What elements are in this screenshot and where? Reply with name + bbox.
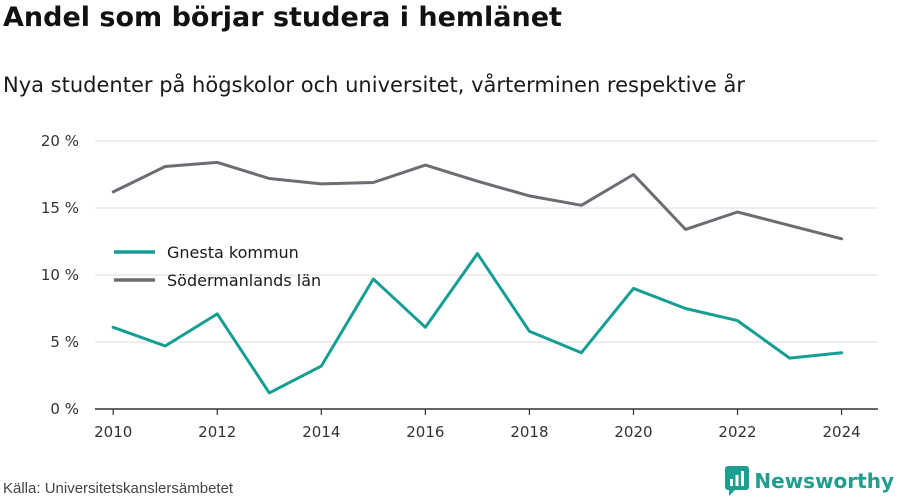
newsworthy-logo-icon bbox=[725, 466, 750, 496]
source-note: Källa: Universitetskanslersämbetet bbox=[3, 480, 234, 497]
x-tick-label: 2018 bbox=[510, 423, 548, 441]
y-tick-label: 15 % bbox=[41, 199, 79, 217]
x-axis: 2010 2012 2014 2016 2018 2020 2022 2024 bbox=[94, 408, 878, 441]
chart-subtitle: Nya studenter på högskolor och universit… bbox=[3, 73, 745, 97]
y-tick-label: 10 % bbox=[41, 266, 79, 284]
chart-title: Andel som börjar studera i hemlänet bbox=[3, 2, 562, 33]
gridlines bbox=[95, 140, 878, 343]
y-tick-label: 20 % bbox=[41, 132, 79, 150]
legend-label-1: Södermanlands län bbox=[167, 271, 321, 290]
y-tick-label: 0 % bbox=[50, 400, 79, 418]
x-tick-label: 2012 bbox=[198, 423, 236, 441]
series-line-1 bbox=[111, 160, 844, 241]
series-line-0 bbox=[111, 252, 844, 395]
legend: Gnesta kommun Södermanlands län bbox=[114, 243, 321, 290]
y-axis-labels: 0 % 5 % 10 % 15 % 20 % bbox=[41, 132, 79, 418]
series-lines bbox=[111, 160, 844, 395]
brand-name: Newsworthy bbox=[754, 469, 894, 493]
x-tick-label: 2010 bbox=[94, 423, 132, 441]
x-tick-label: 2014 bbox=[302, 423, 340, 441]
y-tick-label: 5 % bbox=[50, 333, 79, 351]
x-tick-label: 2020 bbox=[614, 423, 652, 441]
brand-logo[interactable]: Newsworthy bbox=[725, 466, 894, 496]
x-tick-label: 2024 bbox=[822, 423, 860, 441]
x-tick-label: 2022 bbox=[718, 423, 756, 441]
line-chart: 0 %5 %10 %15 %20 % 2010 2012 2014 2016 2018 2… bbox=[41, 132, 878, 441]
x-tick-label: 2016 bbox=[406, 423, 444, 441]
legend-label-0: Gnesta kommun bbox=[167, 243, 299, 262]
